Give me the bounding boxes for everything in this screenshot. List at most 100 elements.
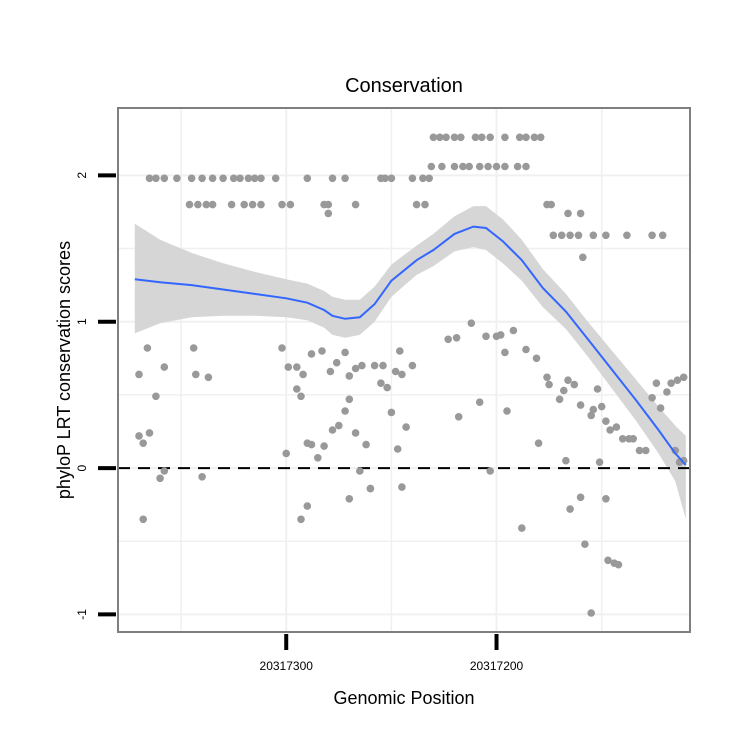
data-point	[652, 379, 661, 388]
data-point	[351, 200, 360, 209]
data-point	[358, 361, 366, 370]
data-point	[396, 347, 404, 355]
data-point	[314, 454, 322, 462]
y-tick-label: -1	[75, 609, 89, 620]
data-point	[408, 361, 417, 370]
y-tick-label: 1	[75, 318, 89, 325]
data-point	[135, 432, 143, 440]
data-point	[402, 423, 410, 431]
data-point	[341, 174, 349, 183]
confidence-band-layer	[134, 206, 686, 520]
smooth-line	[134, 225, 687, 466]
data-point	[145, 174, 154, 183]
data-point	[604, 556, 612, 565]
data-point	[545, 380, 553, 389]
y-axis-label: phyloP LRT conservation scores	[54, 241, 74, 499]
data-point	[293, 385, 301, 393]
data-point	[427, 162, 436, 171]
data-point	[467, 319, 476, 328]
data-point	[602, 417, 610, 426]
data-point	[377, 379, 385, 388]
data-point	[208, 200, 217, 209]
data-point	[387, 408, 396, 417]
data-point	[393, 445, 402, 453]
data-point	[284, 363, 293, 371]
data-point	[560, 386, 568, 395]
data-point	[286, 200, 295, 209]
x-tick-label: 20317200	[470, 659, 524, 673]
data-point	[496, 331, 505, 339]
data-point	[229, 174, 238, 183]
data-point	[486, 133, 495, 142]
data-point	[450, 162, 459, 171]
data-point	[614, 560, 623, 569]
data-point	[187, 174, 196, 183]
data-point	[139, 439, 147, 448]
data-point	[240, 200, 248, 209]
data-point	[236, 174, 244, 183]
data-point	[345, 372, 354, 380]
data-point	[673, 376, 682, 385]
data-point	[515, 133, 524, 142]
data-point	[457, 133, 465, 142]
data-point	[299, 370, 307, 379]
data-point	[579, 253, 587, 262]
data-point	[509, 326, 518, 335]
y-tick-label: 0	[75, 464, 89, 471]
data-point	[484, 162, 492, 171]
data-point	[513, 162, 522, 171]
data-point	[679, 373, 688, 382]
data-point	[566, 505, 574, 513]
data-point	[518, 524, 526, 532]
data-point	[589, 231, 598, 240]
data-point	[444, 335, 453, 344]
data-point	[658, 231, 667, 240]
data-point	[370, 361, 379, 370]
data-point	[345, 395, 354, 404]
data-point	[623, 231, 631, 240]
data-point	[656, 404, 665, 412]
data-point	[189, 344, 198, 352]
data-point	[522, 133, 530, 142]
data-point	[564, 376, 572, 385]
grid-lines	[118, 108, 690, 632]
data-point	[442, 133, 450, 142]
data-point	[576, 209, 585, 218]
data-point	[635, 446, 644, 455]
data-point	[278, 200, 286, 209]
data-point	[379, 361, 387, 370]
data-point	[244, 174, 253, 183]
data-point	[597, 402, 606, 411]
data-point	[486, 467, 495, 475]
data-point	[198, 473, 206, 481]
data-points	[135, 133, 688, 617]
data-point	[606, 426, 614, 434]
data-point	[475, 162, 484, 171]
data-point	[602, 495, 610, 503]
data-point	[574, 231, 583, 240]
data-point	[475, 398, 484, 407]
data-point	[612, 423, 621, 431]
data-point	[303, 502, 312, 510]
data-point	[324, 200, 333, 209]
data-point	[452, 334, 461, 342]
data-point	[257, 200, 265, 209]
data-point	[501, 348, 509, 357]
axis-ticks: -1 0 1 2 20317300 20317200	[75, 172, 524, 673]
data-point	[618, 435, 627, 443]
data-point	[194, 200, 202, 209]
data-point	[503, 407, 511, 415]
data-point	[257, 174, 265, 183]
data-point	[135, 370, 143, 379]
data-point	[450, 133, 459, 142]
data-point	[351, 429, 360, 437]
data-point	[459, 162, 467, 171]
data-point	[557, 231, 566, 240]
data-point	[345, 495, 354, 503]
confidence-band	[134, 206, 686, 520]
data-point	[192, 370, 200, 379]
data-point	[297, 392, 305, 401]
data-point	[383, 383, 392, 392]
data-point	[501, 133, 509, 142]
